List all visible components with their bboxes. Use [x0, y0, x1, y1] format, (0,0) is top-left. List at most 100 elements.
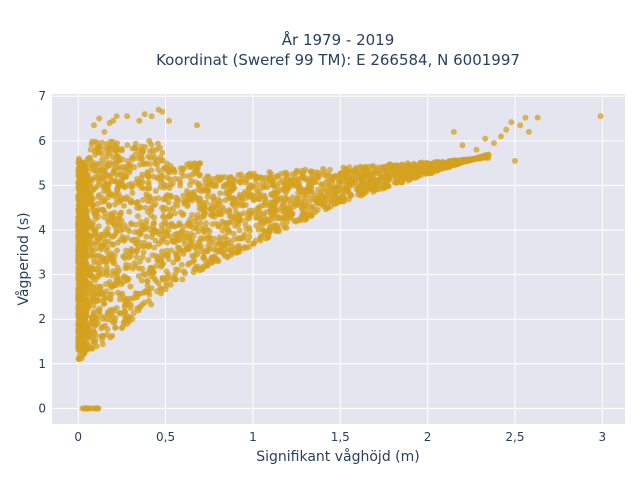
scatter-point — [194, 222, 200, 228]
scatter-point — [225, 229, 232, 236]
scatter-point — [208, 240, 215, 246]
scatter-point — [92, 212, 99, 219]
scatter-point — [283, 195, 290, 202]
scatter-point — [193, 247, 200, 254]
scatter-point — [201, 202, 208, 209]
scatter-point — [332, 184, 339, 191]
scatter-point — [137, 230, 144, 237]
scatter-point — [90, 302, 97, 309]
scatter-point — [111, 169, 118, 176]
scatter-point — [106, 159, 113, 166]
scatter-point — [138, 277, 145, 284]
scatter-point — [98, 243, 105, 250]
scatter-point — [367, 172, 374, 178]
scatter-point — [416, 162, 423, 169]
y-tick-label: 5 — [38, 178, 46, 192]
scatter-point — [100, 300, 107, 307]
scatter-point — [114, 153, 121, 159]
scatter-point — [88, 233, 95, 240]
scatter-point — [178, 261, 185, 268]
scatter-point — [184, 188, 190, 194]
scatter-point — [87, 161, 94, 168]
scatter-point — [75, 222, 82, 229]
scatter-point — [279, 220, 286, 227]
scatter-point — [88, 196, 95, 203]
scatter-point — [396, 163, 403, 170]
scatter-point — [101, 198, 108, 205]
scatter-point — [132, 145, 139, 152]
scatter-point — [139, 265, 146, 272]
x-tick-label: 1,5 — [331, 430, 350, 444]
scatter-point — [314, 206, 321, 213]
x-tick-label: 1 — [249, 430, 257, 444]
scatter-point — [285, 215, 292, 221]
scatter-point — [198, 206, 205, 213]
scatter-point — [113, 216, 120, 222]
scatter-point — [326, 166, 333, 173]
scatter-point — [83, 282, 90, 289]
scatter-point — [226, 175, 233, 182]
scatter-point — [103, 154, 110, 160]
scatter-point — [252, 237, 259, 244]
scatter-point — [317, 200, 324, 207]
scatter-point — [323, 172, 330, 179]
scatter-point — [144, 278, 151, 285]
scatter-point — [261, 228, 268, 235]
y-tick-label: 3 — [38, 268, 46, 282]
scatter-point — [79, 285, 85, 292]
scatter-point — [96, 192, 103, 198]
scatter-point — [302, 166, 309, 173]
scatter-point — [246, 173, 253, 180]
scatter-point — [92, 165, 99, 171]
scatter-point — [163, 247, 170, 254]
scatter-point — [77, 318, 84, 325]
scatter-point — [210, 195, 217, 202]
scatter-point — [114, 289, 121, 296]
scatter-point — [303, 207, 310, 214]
scatter-point — [255, 226, 262, 233]
scatter-point — [126, 162, 133, 169]
scatter-point — [96, 115, 103, 122]
scatter-point — [164, 192, 171, 199]
scatter-point — [118, 146, 125, 152]
scatter-point — [121, 168, 128, 175]
scatter-point — [106, 203, 113, 210]
scatter-point — [498, 133, 504, 140]
scatter-point — [281, 207, 288, 214]
scatter-point — [98, 325, 105, 332]
scatter-point — [437, 160, 444, 167]
scatter-point — [225, 237, 232, 244]
scatter-point — [152, 188, 159, 194]
scatter-point — [175, 267, 182, 274]
scatter-point — [236, 178, 243, 185]
scatter-point — [83, 313, 90, 320]
scatter-point — [191, 193, 198, 200]
scatter-point — [99, 173, 106, 180]
scatter-point — [102, 167, 109, 174]
scatter-point — [83, 342, 90, 349]
scatter-point — [449, 160, 455, 167]
scatter-point — [204, 193, 211, 200]
scatter-point — [294, 168, 300, 175]
scatter-point — [187, 221, 194, 228]
scatter-point — [442, 163, 448, 170]
scatter-point — [177, 182, 184, 189]
scatter-point — [148, 301, 155, 308]
scatter-point — [262, 194, 269, 201]
scatter-point — [109, 153, 116, 160]
scatter-point — [254, 214, 261, 221]
scatter-point — [114, 158, 121, 165]
scatter-point — [394, 179, 400, 186]
scatter-point — [116, 310, 123, 317]
scatter-point — [87, 146, 94, 153]
scatter-point — [176, 221, 183, 228]
scatter-point — [101, 214, 108, 221]
scatter-point — [100, 255, 107, 262]
x-tick-label: 0,5 — [156, 430, 175, 444]
scatter-point — [203, 220, 210, 227]
scatter-point — [226, 208, 233, 215]
scatter-point — [284, 180, 290, 187]
scatter-point — [186, 164, 193, 170]
scatter-point — [471, 155, 478, 162]
